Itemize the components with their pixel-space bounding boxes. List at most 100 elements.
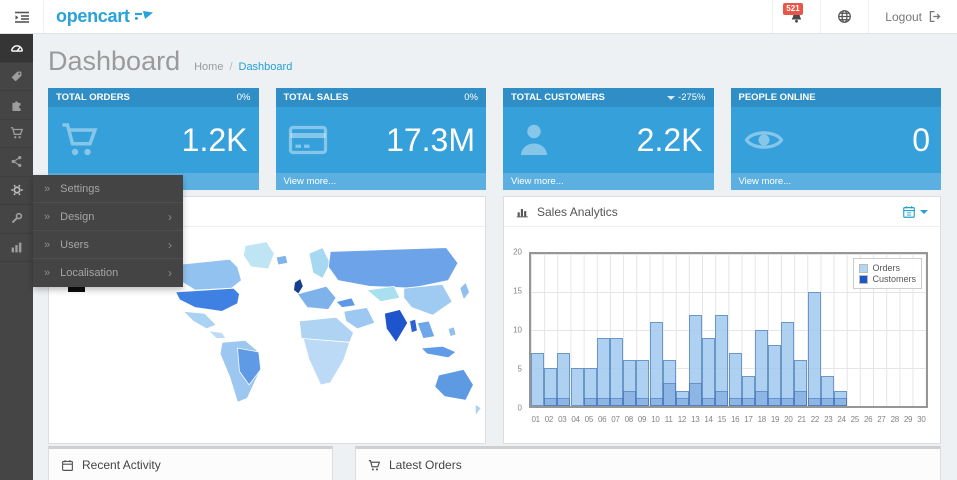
system-flyout-menu: » Settings » Design › » Users › » Locali… xyxy=(33,175,183,287)
cart-icon xyxy=(10,126,24,140)
date-range-button[interactable] xyxy=(902,205,928,219)
view-more-link[interactable]: View more... xyxy=(275,173,486,190)
world-map[interactable] xyxy=(49,227,485,443)
tile-total-orders: TOTAL ORDERS 0% 1.2K View more... xyxy=(48,88,259,190)
chart-y-axis: 0 5 10 15 20 xyxy=(504,248,524,413)
tile-value: 2.2K xyxy=(636,122,703,158)
opencart-logo[interactable]: opencart xyxy=(44,0,154,33)
region-mexico xyxy=(182,310,217,330)
sidebar-item-sales[interactable] xyxy=(0,120,33,148)
flyout-item-label: Users xyxy=(60,238,89,251)
orders-bar-04 xyxy=(570,368,584,406)
plot-area: Orders Customers xyxy=(529,252,928,408)
stores-button[interactable] xyxy=(820,0,868,33)
x-tick-label: 26 xyxy=(863,415,873,424)
sidebar-item-tools[interactable] xyxy=(0,205,33,234)
main-content: Dashboard Home / Dashboard TOTAL ORDERS … xyxy=(33,34,957,480)
logout-button[interactable]: Logout xyxy=(868,0,957,33)
logo-text: opencart xyxy=(56,6,130,26)
x-tick-label: 17 xyxy=(744,415,753,424)
region-iceland xyxy=(275,254,289,266)
tile-title: TOTAL SALES xyxy=(283,92,349,103)
region-myanmar xyxy=(409,318,418,334)
legend-swatch xyxy=(859,274,869,284)
flyout-item-localisation[interactable]: » Localisation › xyxy=(33,259,183,287)
caret-down-icon xyxy=(667,95,676,100)
eye-icon xyxy=(742,120,786,160)
share-icon xyxy=(10,155,23,168)
breadcrumb-home-link[interactable]: Home xyxy=(194,60,224,73)
customers-bar-23 xyxy=(820,398,834,406)
x-tick-label: 21 xyxy=(797,415,806,424)
sidebar-item-reports[interactable] xyxy=(0,234,33,262)
x-tick-label: 25 xyxy=(850,415,860,424)
recent-activity-title: Recent Activity xyxy=(82,458,161,472)
tag-icon xyxy=(10,70,23,83)
tile-title: TOTAL ORDERS xyxy=(56,92,130,103)
view-more-link[interactable]: View more... xyxy=(503,173,714,190)
customers-bar-11 xyxy=(662,383,676,406)
sidebar-item-system[interactable] xyxy=(0,176,33,205)
x-tick-label: 08 xyxy=(624,415,634,424)
tile-total-customers: TOTAL CUSTOMERS -275% 2.2K View more... xyxy=(503,88,714,190)
orders-bar-19 xyxy=(768,345,782,406)
region-indonesia xyxy=(420,345,457,359)
legend-entry-orders: Orders xyxy=(859,263,916,273)
shopping-cart-icon xyxy=(368,459,381,472)
legend-entry-customers: Customers xyxy=(859,274,916,284)
customers-bar-18 xyxy=(754,390,768,406)
customers-bar-10 xyxy=(649,398,663,406)
sales-analytics-chart: 0 5 10 15 20 Orders Customers 01 02 03 04 05 06 07 0… xyxy=(504,227,940,443)
customers-bar-17 xyxy=(741,398,755,406)
customers-bar-07 xyxy=(610,398,624,406)
region-greenland xyxy=(242,241,275,270)
y-tick-label: 15 xyxy=(513,286,522,296)
user-icon xyxy=(514,120,554,160)
orders-bar-22 xyxy=(807,292,821,406)
notifications-button[interactable]: 521 xyxy=(772,0,820,33)
view-more-link[interactable]: View more... xyxy=(730,173,941,190)
tile-title: TOTAL CUSTOMERS xyxy=(511,92,605,103)
x-tick-label: 18 xyxy=(757,415,767,424)
orders-bar-20 xyxy=(781,322,795,406)
breadcrumb-dashboard-link[interactable]: Dashboard xyxy=(238,60,293,73)
region-india xyxy=(384,309,409,344)
flyout-item-users[interactable]: » Users › xyxy=(33,231,183,259)
region-middle-east xyxy=(343,307,376,330)
shopping-cart-icon xyxy=(59,120,101,160)
x-tick-label: 10 xyxy=(651,415,660,424)
sidebar-item-marketing[interactable] xyxy=(0,148,33,177)
kpi-tiles-row: TOTAL ORDERS 0% 1.2K View more... TOTAL … xyxy=(48,88,941,190)
chart-icon xyxy=(516,205,529,218)
sidebar-item-catalog[interactable] xyxy=(0,63,33,91)
menu-toggle-button[interactable] xyxy=(0,0,44,33)
middle-panels-row: Sales Analytics 0 5 10 15 20 xyxy=(48,196,941,444)
tile-total-sales: TOTAL SALES 0% 17.3M View more... xyxy=(275,88,486,190)
flyout-item-settings[interactable]: » Settings xyxy=(33,175,183,203)
tile-percent: 0% xyxy=(236,92,251,103)
region-se-asia xyxy=(416,320,436,339)
latest-orders-panel: Latest Orders xyxy=(355,446,941,480)
chevron-right-icon: › xyxy=(168,209,172,224)
world-map-panel-header xyxy=(49,197,485,227)
sidebar-nav xyxy=(0,34,33,480)
customers-bar-14 xyxy=(702,398,716,406)
x-tick-label: 01 xyxy=(531,415,540,424)
page-title: Dashboard xyxy=(48,46,181,76)
calendar-icon xyxy=(61,459,74,472)
tile-percent: 0% xyxy=(464,92,478,103)
region-europe xyxy=(296,285,337,310)
x-tick-label: 12 xyxy=(677,415,687,424)
sidebar-item-extensions[interactable] xyxy=(0,91,33,120)
flyout-item-label: Localisation xyxy=(60,267,119,279)
x-tick-label: 27 xyxy=(877,415,886,424)
region-philippines xyxy=(447,326,457,338)
sidebar-item-dashboard[interactable] xyxy=(0,34,33,63)
x-tick-label: 09 xyxy=(637,415,647,424)
region-africa-sub xyxy=(302,338,351,386)
customers-bar-03 xyxy=(557,398,571,406)
notification-badge: 521 xyxy=(783,3,803,15)
orders-bar-07 xyxy=(610,337,624,406)
flyout-item-design[interactable]: » Design › xyxy=(33,203,183,231)
sign-out-icon xyxy=(928,10,941,23)
